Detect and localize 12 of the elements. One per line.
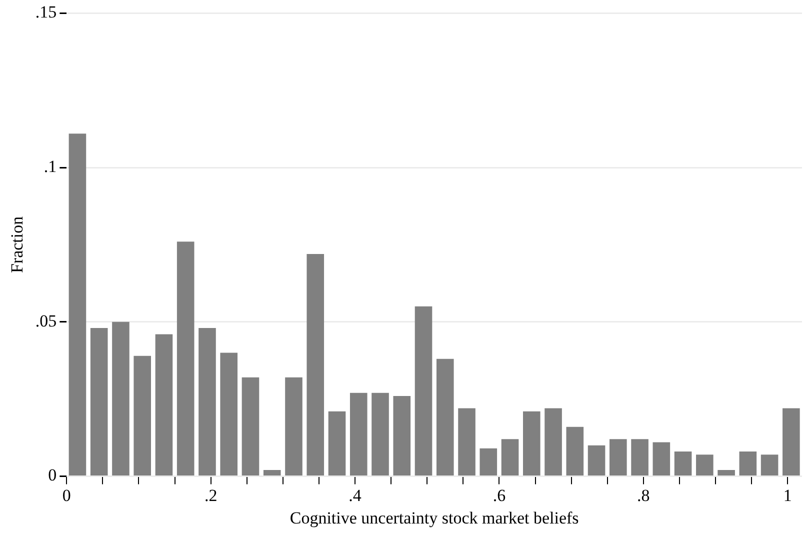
x-tick-label: .4 bbox=[348, 486, 362, 505]
x-tick-label: .2 bbox=[204, 486, 218, 505]
y-axis-title: Fraction bbox=[8, 216, 27, 274]
x-tick-label: .6 bbox=[492, 486, 506, 505]
y-tick-label: 0 bbox=[48, 466, 57, 485]
x-tick-label: 0 bbox=[62, 486, 71, 505]
y-tick-label: .1 bbox=[44, 157, 57, 176]
x-tick-label: .8 bbox=[637, 486, 650, 505]
x-axis-title: Cognitive uncertainty stock market beliefs bbox=[290, 508, 579, 528]
y-tick-label: .15 bbox=[35, 2, 57, 22]
y-tick-label: .05 bbox=[35, 311, 57, 330]
x-tick-label: 1 bbox=[783, 486, 792, 505]
